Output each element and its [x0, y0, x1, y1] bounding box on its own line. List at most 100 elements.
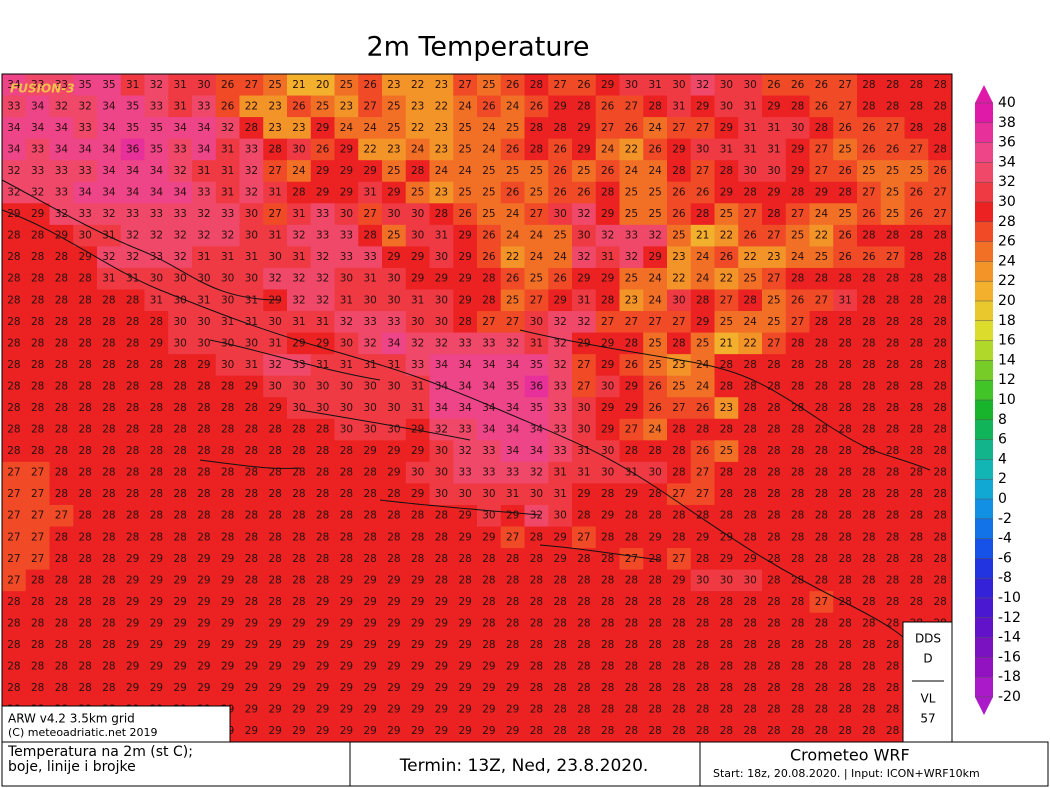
temperature-cell [619, 95, 644, 118]
temperature-value: 29 [767, 187, 780, 199]
temperature-value: 28 [933, 445, 946, 457]
temperature-cell [880, 289, 905, 312]
temperature-value: 28 [292, 187, 305, 199]
temperature-value: 32 [245, 165, 258, 177]
temperature-value: 28 [435, 553, 448, 565]
temperature-value: 28 [78, 316, 91, 328]
temperature-cell [239, 246, 264, 269]
temperature-value: 27 [530, 208, 543, 220]
temperature-value: 29 [268, 661, 281, 673]
temperature-value: 28 [815, 639, 828, 651]
temperature-value: 28 [102, 661, 115, 673]
temperature-value: 30 [245, 208, 258, 220]
temperature-value: 25 [767, 316, 780, 328]
temperature-value: 30 [78, 230, 91, 242]
temperature-value: 27 [933, 208, 946, 220]
temperature-value: 30 [696, 143, 709, 155]
temperature-cell [192, 397, 217, 420]
temperature-value: 25 [767, 294, 780, 306]
temperature-cell [120, 160, 145, 183]
temperature-value: 28 [316, 467, 329, 479]
temperature-cell [263, 246, 288, 269]
temperature-value: 28 [530, 704, 543, 716]
temperature-value: 25 [458, 187, 471, 199]
temperature-cell [643, 332, 668, 355]
temperature-cell [904, 267, 929, 290]
temperature-cell [572, 117, 597, 140]
temperature-value: 34 [31, 122, 45, 134]
temperature-cell [2, 311, 27, 334]
temperature-cell [928, 375, 953, 398]
temperature-value: 35 [126, 100, 139, 112]
temperature-cell [833, 354, 858, 377]
temperature-cell [287, 224, 312, 247]
temperature-value: 24 [530, 230, 544, 242]
temperature-cell [714, 117, 739, 140]
temperature-cell [25, 311, 50, 334]
temperature-value: 28 [292, 553, 305, 565]
temperature-value: 29 [411, 639, 424, 651]
temperature-value: 28 [672, 445, 685, 457]
temperature-cell [904, 117, 929, 140]
temperature-cell [714, 354, 739, 377]
temperature-cell [857, 160, 882, 183]
temperature-value: 28 [292, 531, 305, 543]
temperature-value: 28 [577, 639, 590, 651]
temperature-cell [785, 246, 810, 269]
temperature-value: 28 [435, 574, 448, 586]
temperature-cell [310, 354, 335, 377]
temperature-value: 33 [506, 467, 519, 479]
colorbar-label: 18 [998, 313, 1016, 329]
temperature-value: 30 [577, 230, 590, 242]
temperature-cell [358, 95, 383, 118]
temperature-cell [738, 95, 763, 118]
temperature-cell [880, 74, 905, 97]
temperature-cell [405, 267, 430, 290]
temperature-value: 29 [815, 187, 828, 199]
temperature-value: 22 [625, 143, 638, 155]
temperature-value: 28 [696, 725, 709, 737]
temperature-value: 28 [530, 122, 543, 134]
temperature-cell [833, 246, 858, 269]
temperature-value: 24 [696, 251, 710, 263]
temperature-cell [73, 95, 98, 118]
temperature-cell [548, 332, 573, 355]
temperature-value: 29 [435, 273, 448, 285]
temperature-cell [857, 311, 882, 334]
temperature-cell [477, 267, 502, 290]
temperature-value: 28 [933, 251, 946, 263]
temperature-value: 22 [506, 251, 519, 263]
temperature-value: 28 [933, 122, 946, 134]
temperature-value: 34 [506, 445, 520, 457]
temperature-value: 24 [458, 165, 472, 177]
temperature-cell [215, 267, 240, 290]
temperature-value: 28 [743, 467, 756, 479]
temperature-cell [144, 160, 169, 183]
temperature-value: 29 [743, 553, 756, 565]
temperature-value: 28 [78, 617, 91, 629]
temperature-cell [904, 332, 929, 355]
temperature-value: 29 [268, 639, 281, 651]
station-top: DDS [915, 632, 941, 646]
temperature-cell [477, 138, 502, 161]
temperature-value: 28 [31, 402, 44, 414]
temperature-cell [120, 354, 145, 377]
temperature-cell [25, 203, 50, 226]
temperature-value: 28 [886, 510, 899, 522]
temperature-value: 27 [791, 208, 804, 220]
temperature-value: 29 [340, 574, 353, 586]
temperature-cell [785, 289, 810, 312]
temperature-value: 29 [316, 337, 329, 349]
temperature-value: 28 [387, 488, 400, 500]
temperature-value: 26 [553, 165, 567, 177]
temperature-cell [334, 289, 359, 312]
temperature-cell [667, 181, 692, 204]
temperature-cell [690, 138, 715, 161]
temperature-value: 23 [268, 100, 281, 112]
temperature-value: 25 [672, 380, 685, 392]
temperature-value: 26 [672, 208, 686, 220]
temperature-value: 26 [458, 208, 472, 220]
temperature-cell [619, 117, 644, 140]
temperature-value: 28 [838, 316, 851, 328]
temperature-value: 29 [340, 165, 353, 177]
